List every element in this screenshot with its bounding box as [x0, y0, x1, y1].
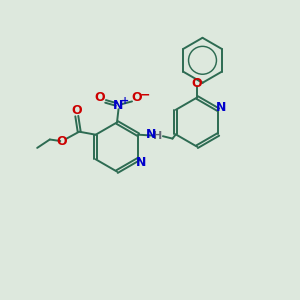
- Text: O: O: [71, 104, 82, 117]
- Text: O: O: [192, 76, 203, 90]
- Text: N: N: [216, 101, 226, 114]
- Text: N: N: [113, 99, 124, 112]
- Text: N: N: [146, 128, 157, 141]
- Text: O: O: [94, 91, 105, 104]
- Text: +: +: [121, 96, 129, 106]
- Text: O: O: [132, 91, 142, 104]
- Text: −: −: [140, 89, 150, 102]
- Text: H: H: [153, 131, 162, 141]
- Text: O: O: [57, 135, 68, 148]
- Text: N: N: [136, 156, 146, 170]
